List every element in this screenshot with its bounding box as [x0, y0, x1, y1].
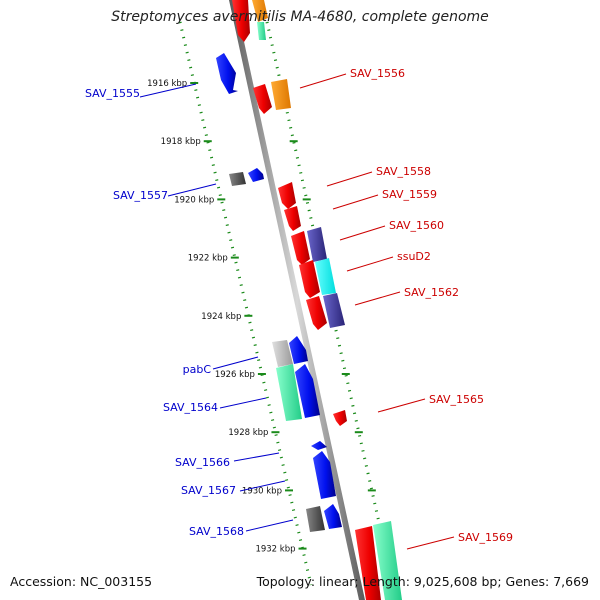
genome-title: Streptomyces avermitilis MA-4680, comple… [111, 9, 489, 25]
left-tick-guide [178, 21, 313, 586]
gene-sav1568[interactable] [324, 504, 342, 529]
tick-label: 1930 kbp [242, 486, 282, 496]
gene-pabc[interactable] [289, 336, 308, 364]
gene-sav1566-small[interactable] [311, 441, 327, 450]
label-sav1555[interactable]: SAV_1555 [85, 87, 140, 100]
gene-sav1556-top[interactable] [232, 0, 250, 42]
gene-sav1562-red[interactable] [306, 296, 327, 330]
label-sav1559[interactable]: SAV_1559 [382, 188, 437, 201]
gene-sav1564-green[interactable] [276, 364, 302, 421]
gene-sav1558[interactable] [278, 182, 296, 209]
gene-orange-sav1556[interactable] [271, 79, 291, 110]
tick-label: 1926 kbp [215, 370, 255, 380]
gene-sav1566[interactable] [313, 451, 336, 499]
gene-labels: SAV_1555 SAV_1556 SAV_1557 SAV_1558 SAV_… [85, 67, 513, 544]
gene-pabc-grey[interactable] [272, 340, 293, 367]
label-sav1565[interactable]: SAV_1565 [429, 393, 484, 406]
gene-navy-1[interactable] [307, 227, 327, 262]
label-sav1558[interactable]: SAV_1558 [376, 165, 431, 178]
tick-label: 1922 kbp [188, 254, 228, 264]
label-sav1569[interactable]: SAV_1569 [458, 531, 513, 544]
tick-label: 1920 kbp [174, 195, 214, 205]
label-ssud2[interactable]: ssuD2 [397, 250, 431, 263]
gene-sav1557-grey[interactable] [229, 172, 246, 186]
label-sav1557[interactable]: SAV_1557 [113, 189, 168, 202]
gene-orange-top[interactable] [252, 0, 268, 22]
gene-sav1560[interactable] [291, 231, 310, 265]
chromosome-axis [229, 0, 365, 600]
gene-sav1555[interactable] [216, 53, 238, 94]
gene-sav1569-red[interactable] [355, 526, 381, 600]
tick-label: 1918 kbp [161, 137, 201, 147]
gene-sav1569[interactable] [373, 521, 402, 600]
label-sav1566[interactable]: SAV_1566 [175, 456, 230, 469]
label-sav1556[interactable]: SAV_1556 [350, 67, 405, 80]
gene-sav1568-grey[interactable] [306, 506, 325, 532]
label-sav1560[interactable]: SAV_1560 [389, 219, 444, 232]
tick-label: 1928 kbp [228, 428, 268, 438]
tick-label: 1932 kbp [255, 545, 295, 555]
gene-ssud2[interactable] [315, 258, 336, 295]
label-sav1568[interactable]: SAV_1568 [189, 525, 244, 538]
gene-ssud2-red[interactable] [299, 260, 320, 298]
tick-label: 1924 kbp [201, 312, 241, 322]
label-sav1567[interactable]: SAV_1567 [181, 484, 236, 497]
gene-sav1557[interactable] [248, 168, 264, 182]
gene-green-top[interactable] [257, 22, 266, 40]
label-sav1562[interactable]: SAV_1562 [404, 286, 459, 299]
leader-lines [139, 73, 455, 550]
accession-text: Accession: NC_003155 [10, 574, 153, 589]
label-sav1564[interactable]: SAV_1564 [163, 401, 218, 414]
tick-label: 1916 kbp [147, 79, 187, 89]
label-pabc[interactable]: pabC [183, 363, 212, 376]
gene-sav1559[interactable] [284, 206, 301, 231]
gene-sav1565[interactable] [333, 410, 347, 426]
gene-sav1556[interactable] [253, 84, 272, 114]
genome-summary-text: Topology: linear; Length: 9,025,608 bp; … [256, 574, 589, 589]
gene-sav1564[interactable] [295, 364, 320, 418]
gene-sav1562[interactable] [323, 293, 345, 328]
